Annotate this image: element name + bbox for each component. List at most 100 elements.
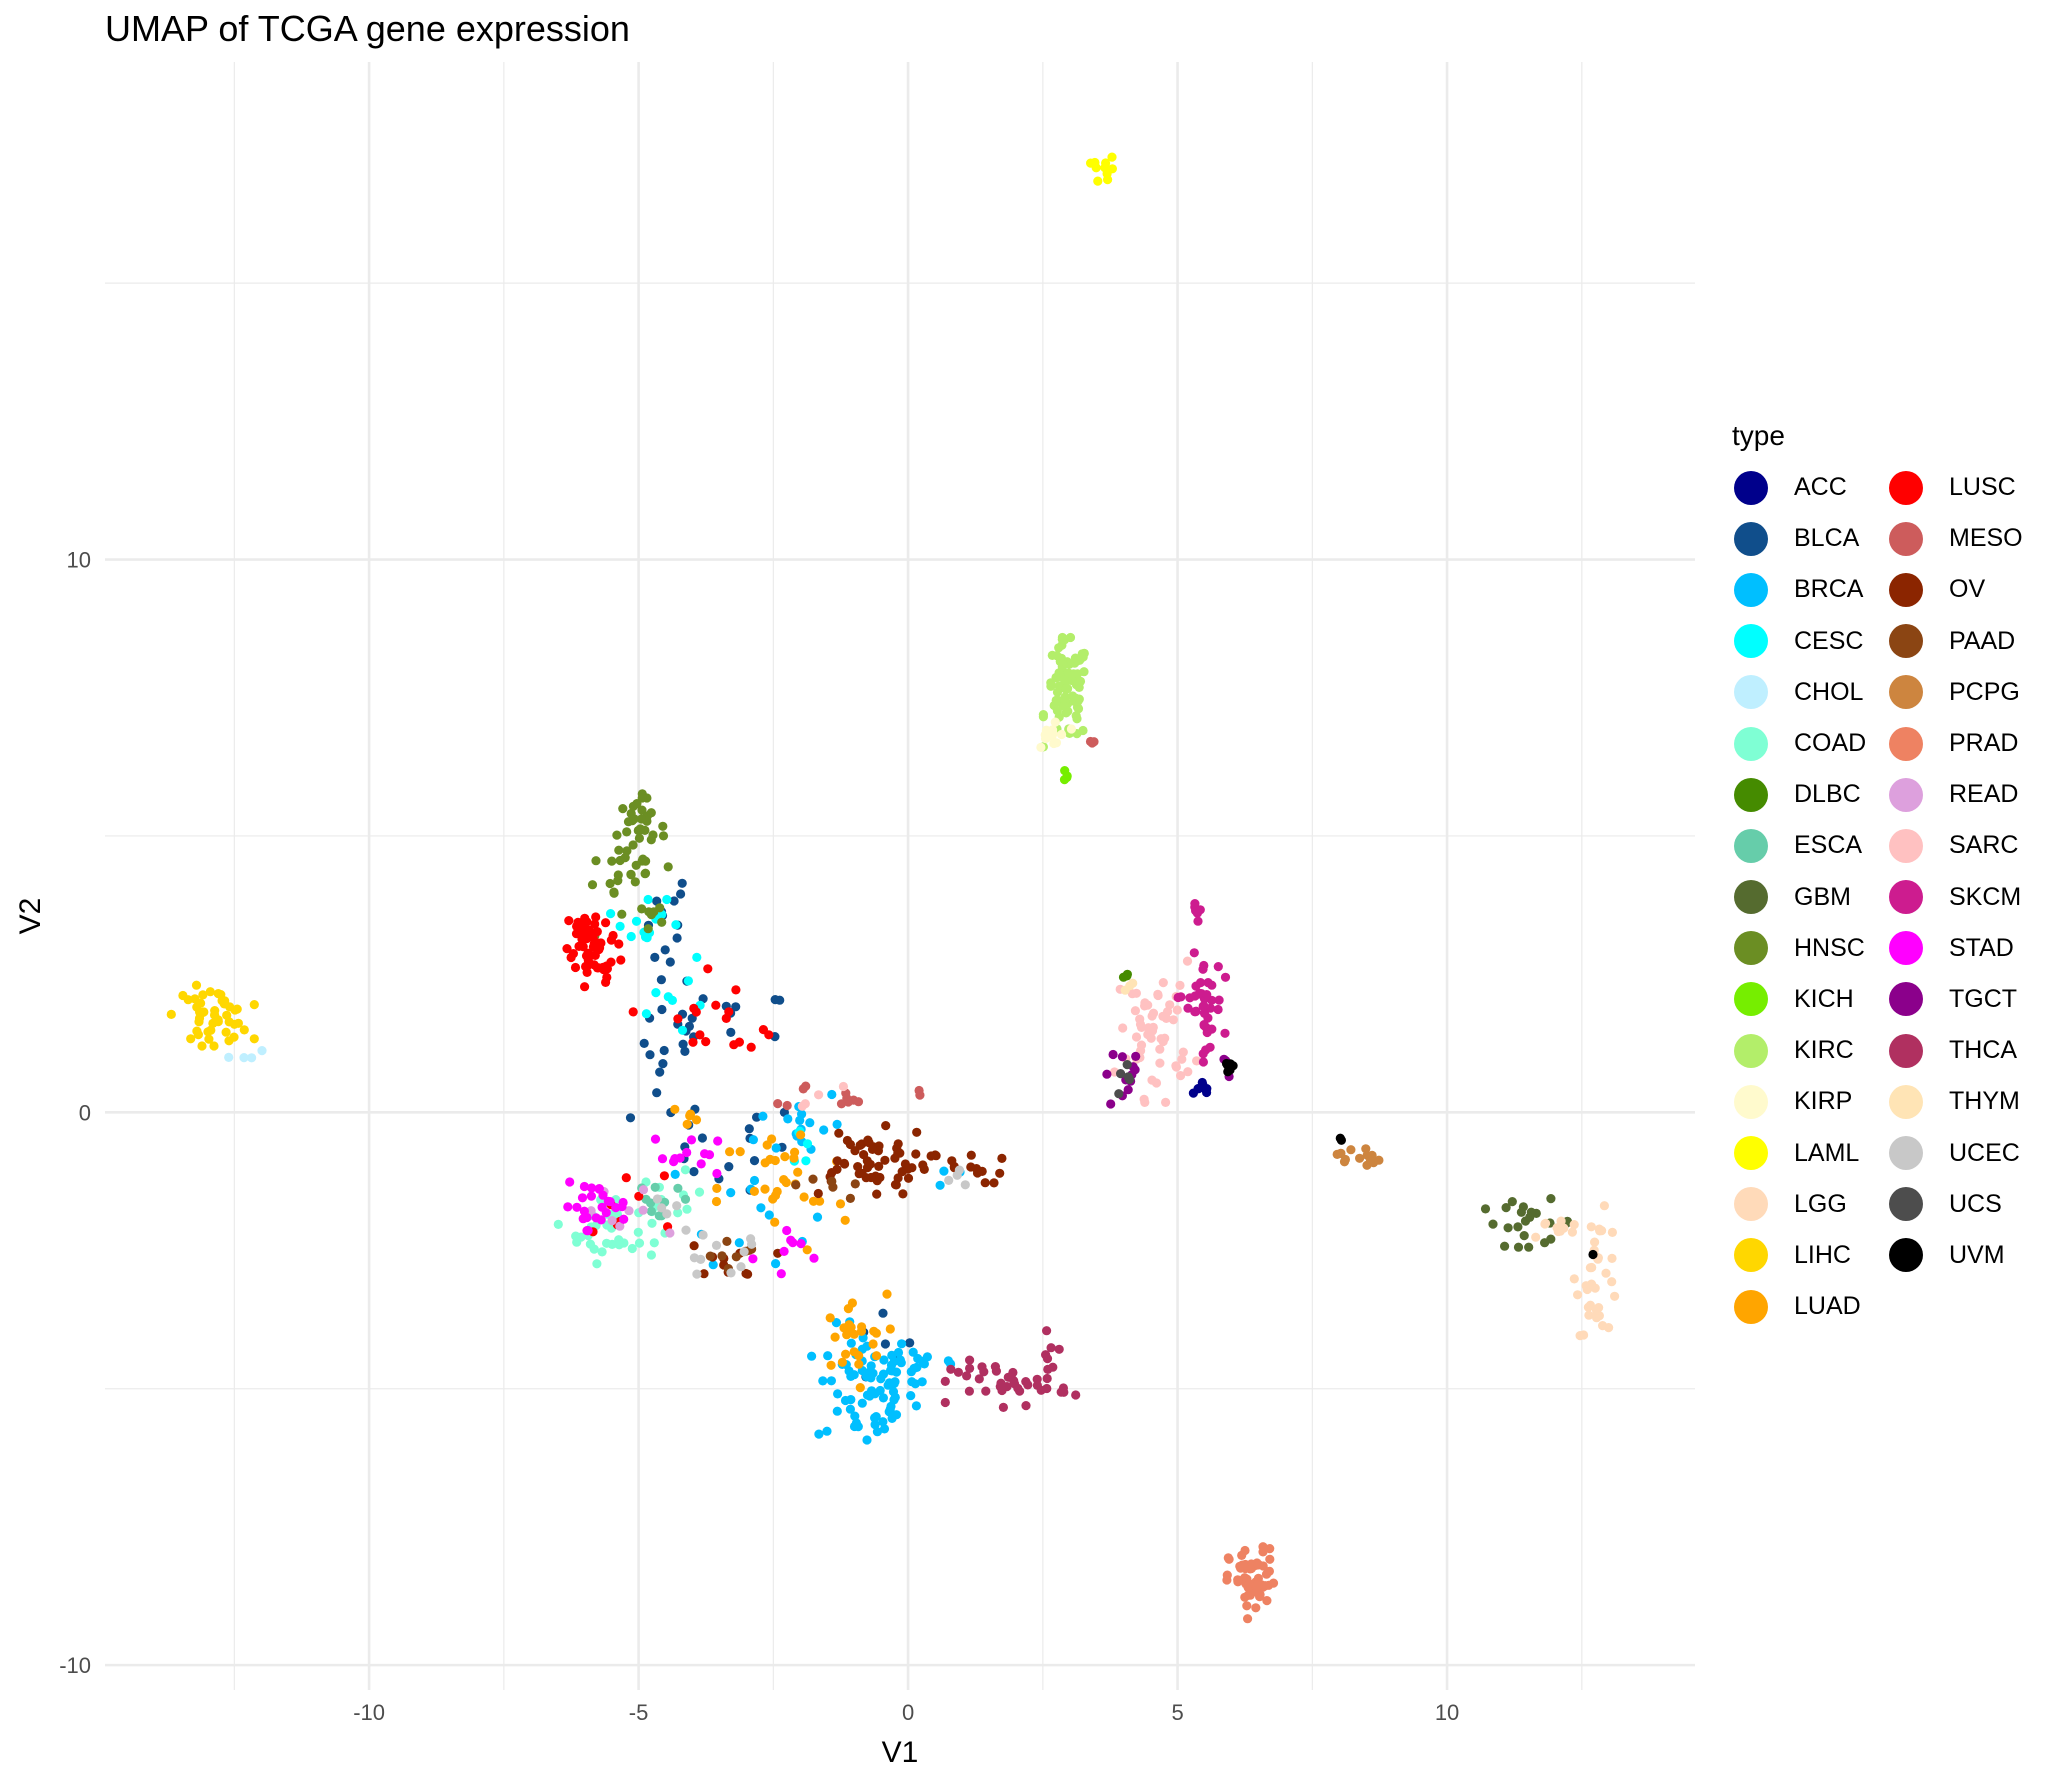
data-point <box>634 833 645 843</box>
data-point <box>1057 729 1067 740</box>
data-point <box>1061 684 1071 694</box>
legend-item-coad: COAD <box>1730 718 1885 769</box>
legend-item-read: READ <box>1885 769 2040 820</box>
data-point <box>1055 657 1065 667</box>
data-point <box>659 1045 669 1056</box>
data-point <box>636 814 647 824</box>
data-point <box>631 860 641 870</box>
data-point <box>989 1178 999 1188</box>
data-point <box>1136 1040 1147 1050</box>
legend-label: READ <box>1949 780 2019 809</box>
data-point <box>671 920 681 930</box>
data-point <box>583 927 593 937</box>
data-point <box>890 1153 900 1163</box>
data-point <box>946 1364 956 1374</box>
series-thym <box>1120 978 1138 995</box>
data-point <box>597 1247 607 1257</box>
legend-swatch <box>1734 470 1768 505</box>
legend-swatch <box>1889 982 1923 1017</box>
data-point <box>1048 725 1058 735</box>
legend-label: SARC <box>1949 831 2019 860</box>
data-point <box>1143 1023 1153 1033</box>
data-point <box>756 1203 766 1213</box>
series-skcm <box>1173 899 1231 1067</box>
data-point <box>637 904 647 914</box>
legend-label: ESCA <box>1794 831 1863 860</box>
data-point <box>1122 1060 1132 1070</box>
data-point <box>845 1404 856 1414</box>
data-point <box>798 1084 808 1094</box>
legend-swatch <box>1889 521 1923 556</box>
data-point <box>909 1363 919 1373</box>
data-point <box>562 944 572 954</box>
data-point <box>814 1090 824 1100</box>
data-point <box>224 1036 234 1046</box>
data-point <box>677 1025 688 1035</box>
data-point <box>1189 948 1199 958</box>
chart-title: UMAP of TCGA gene expression <box>105 8 630 49</box>
legend-swatch <box>1889 828 1923 863</box>
data-point <box>210 1006 220 1016</box>
data-point <box>578 942 588 952</box>
data-point <box>881 1121 891 1131</box>
data-point <box>606 957 616 967</box>
series-laml <box>1086 152 1117 186</box>
data-point <box>893 1139 903 1149</box>
data-point <box>903 1173 914 1183</box>
data-point <box>578 1214 588 1224</box>
data-point <box>649 1238 659 1248</box>
data-point <box>853 1097 864 1107</box>
data-point <box>739 1247 749 1257</box>
data-point <box>663 862 673 872</box>
series-chol <box>224 1046 267 1063</box>
data-point <box>677 878 687 888</box>
data-point <box>746 1042 756 1052</box>
data-point <box>760 1158 770 1168</box>
data-point <box>842 1330 852 1340</box>
data-point <box>823 1351 833 1361</box>
legend-columns: ACC BLCA BRCA CESC CHOL COAD DLBC ESCA GBM HNSC KI… <box>1730 462 2040 1332</box>
legend-swatch <box>1734 675 1768 710</box>
data-point <box>1240 1545 1250 1556</box>
data-point <box>1071 1390 1081 1400</box>
data-point <box>1251 1603 1261 1613</box>
data-point <box>1222 1060 1233 1070</box>
data-point <box>1042 1354 1053 1364</box>
legend-item-lgg: LGG <box>1730 1179 1885 1230</box>
data-point <box>219 999 229 1009</box>
data-point <box>682 1119 692 1129</box>
data-point <box>1555 1226 1565 1236</box>
data-point <box>595 943 605 953</box>
data-point <box>1008 1367 1018 1378</box>
data-point <box>568 949 579 959</box>
data-point <box>1021 1401 1031 1411</box>
series-pcpg <box>1332 1144 1384 1170</box>
data-point <box>913 1353 923 1364</box>
data-point <box>1194 988 1204 999</box>
x-tick-label: 10 <box>1435 1700 1459 1725</box>
legend-item-skcm: SKCM <box>1885 872 2040 923</box>
data-point <box>1139 1094 1149 1104</box>
legend-swatch <box>1734 1136 1768 1171</box>
data-point <box>689 1241 699 1251</box>
series-sarc <box>797 956 1202 1111</box>
data-point <box>734 1238 744 1248</box>
data-point <box>1051 672 1061 683</box>
data-point <box>1586 1279 1597 1289</box>
data-point <box>1048 1362 1058 1372</box>
data-point <box>651 988 661 998</box>
data-point <box>1501 1203 1511 1213</box>
data-point <box>713 1136 723 1146</box>
data-point <box>669 896 679 906</box>
data-point <box>650 952 660 963</box>
data-point <box>1158 978 1168 988</box>
data-point <box>830 1332 840 1342</box>
data-point <box>722 1236 732 1246</box>
data-point <box>673 1208 683 1218</box>
data-point <box>616 955 626 965</box>
data-point <box>1203 978 1213 988</box>
legend-label: THCA <box>1949 1036 2018 1065</box>
series-lgg <box>1531 1201 1620 1341</box>
data-point <box>846 1322 856 1332</box>
data-point <box>862 1435 872 1445</box>
